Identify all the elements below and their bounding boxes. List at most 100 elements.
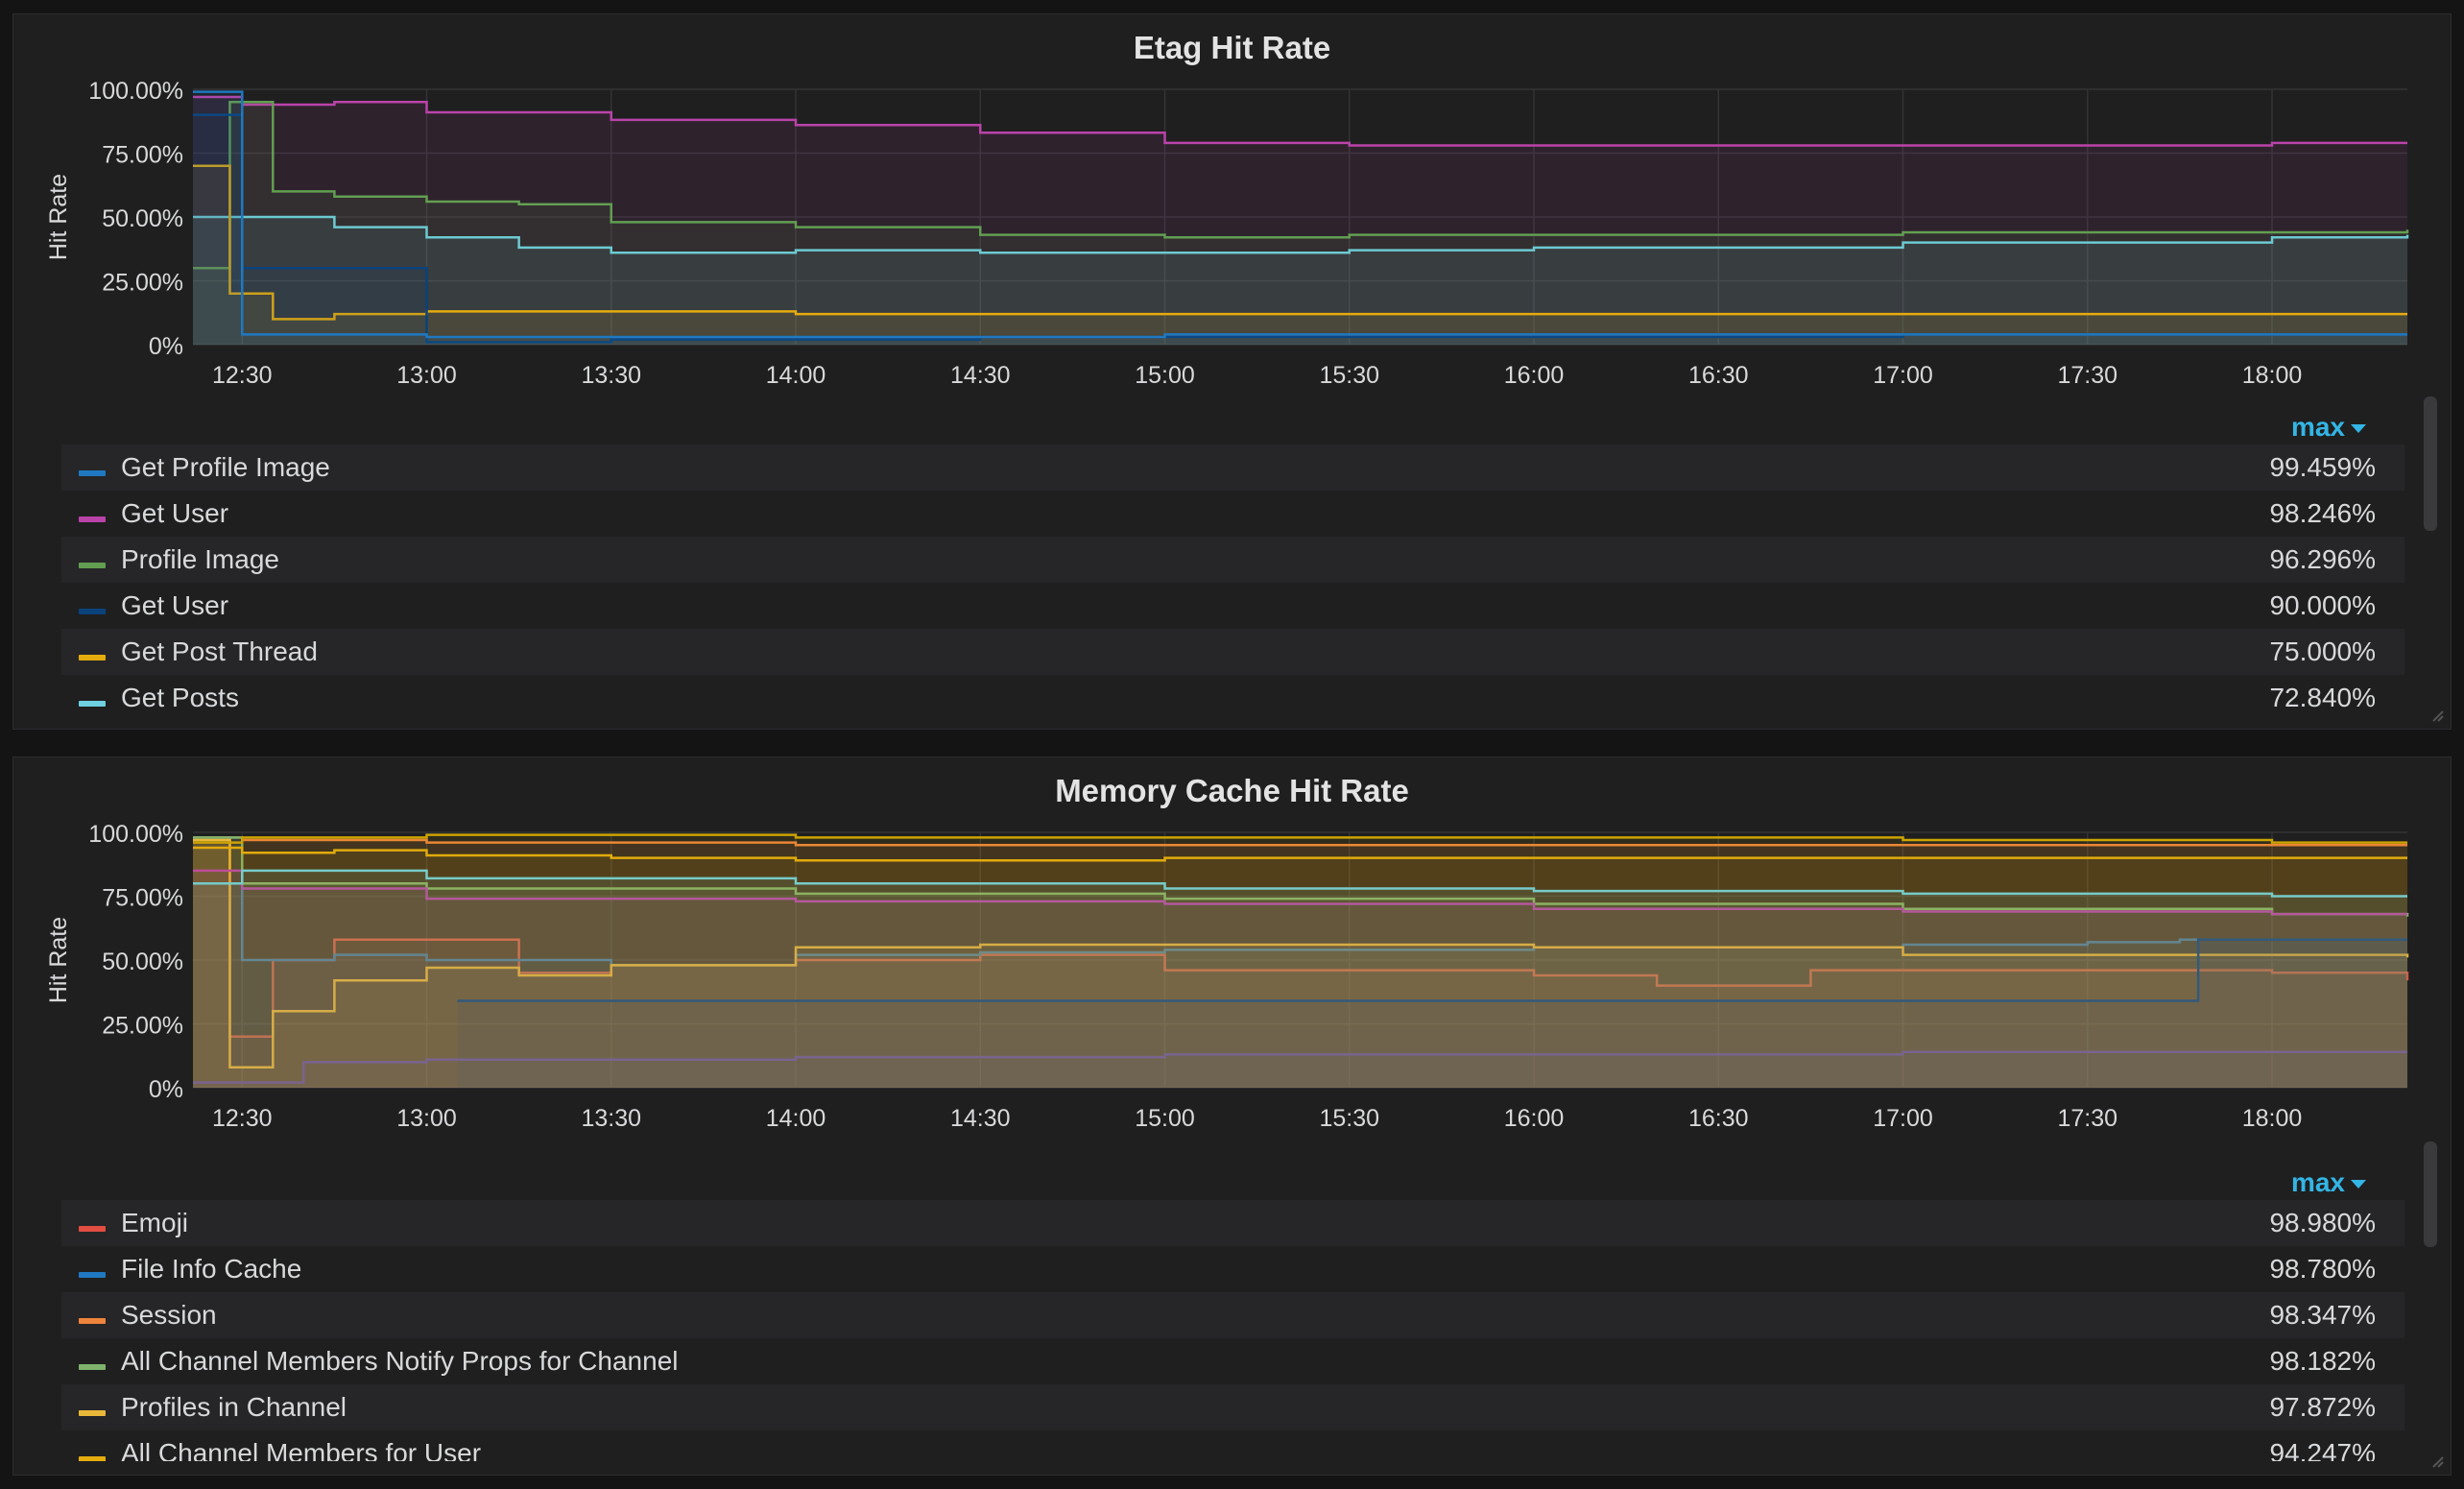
series-line[interactable]: [193, 1050, 2407, 1084]
legend-max-value: 98.980%: [2269, 1208, 2376, 1237]
series-line[interactable]: [193, 95, 2407, 147]
x-tick-label: 12:30: [212, 362, 273, 389]
legend-series-name[interactable]: All Channel Members Notify Props for Cha…: [121, 1346, 679, 1376]
series-line[interactable]: [193, 833, 2407, 844]
legend-scrollbar[interactable]: [2424, 1141, 2437, 1247]
legend-series-name[interactable]: All Channel Members for User: [121, 1438, 482, 1461]
series-line[interactable]: [457, 938, 2407, 1002]
legend-swatch[interactable]: [79, 563, 106, 568]
legend-item[interactable]: Get User 98.246%: [61, 491, 2404, 537]
legend-series-name[interactable]: Get Posts: [121, 683, 239, 712]
x-tick-label: 15:30: [1319, 362, 1379, 389]
resize-handle-icon[interactable]: [2429, 708, 2445, 723]
resize-handle-icon[interactable]: [2429, 1453, 2445, 1469]
etag-legend: max Get Profile Image 99.459% Get User 98.2…: [61, 398, 2404, 715]
series-line[interactable]: [193, 869, 2407, 898]
series-line[interactable]: [193, 113, 2407, 344]
y-tick-label: 100.00%: [88, 821, 183, 848]
legend-swatch[interactable]: [79, 1318, 106, 1324]
series-line[interactable]: [193, 90, 2407, 339]
legend-item[interactable]: Session 98.347%: [61, 1292, 2404, 1338]
series-line[interactable]: [193, 869, 2407, 916]
legend-swatch[interactable]: [79, 1364, 106, 1370]
series-area: [193, 165, 2407, 345]
x-tick-label: 15:00: [1135, 1105, 1195, 1132]
series-line[interactable]: [193, 838, 2409, 1069]
series-line[interactable]: [193, 846, 2407, 862]
legend-item[interactable]: All Channel Members for User 94.247%: [61, 1430, 2404, 1461]
legend-series-name[interactable]: File Info Cache: [121, 1254, 302, 1284]
legend-scrollbar[interactable]: [2424, 396, 2437, 531]
legend-max-value: 98.182%: [2269, 1346, 2376, 1376]
legend-item[interactable]: Profiles in Channel 97.872%: [61, 1384, 2404, 1430]
series-area: [193, 870, 2407, 1088]
series-area: [193, 114, 2407, 345]
legend-series-name[interactable]: Get Profile Image: [121, 452, 330, 482]
x-tick-label: 16:00: [1504, 362, 1565, 389]
x-tick-label: 18:00: [2242, 1105, 2303, 1132]
y-axis-label: Hit Rate: [45, 174, 72, 260]
memory-cache-hit-rate-panel: Memory Cache Hit Rate 0% 25.00% 50.00% 75.0…: [12, 757, 2452, 1476]
series-area: [193, 837, 2407, 1088]
legend-item[interactable]: Emoji 98.980%: [61, 1200, 2404, 1246]
legend-swatch[interactable]: [79, 1456, 106, 1461]
series-area: [193, 837, 2407, 1088]
panel-title: Etag Hit Rate: [1133, 30, 1331, 65]
x-tick-label: 16:30: [1688, 362, 1749, 389]
legend-swatch[interactable]: [79, 1226, 106, 1232]
legend-series-name[interactable]: Get Post Thread: [121, 636, 318, 666]
series-line[interactable]: [193, 101, 2409, 270]
series-line[interactable]: [193, 836, 2407, 967]
legend-max-value: 96.296%: [2269, 544, 2376, 574]
x-tick-label: 13:30: [581, 362, 641, 389]
x-tick-label: 16:00: [1504, 1105, 1565, 1132]
x-tick-label: 17:30: [2057, 362, 2117, 389]
series-area: [193, 837, 2407, 1088]
legend-swatch[interactable]: [79, 701, 106, 707]
series-area: [193, 834, 2407, 1088]
legend-item[interactable]: Profile Image 96.296%: [61, 537, 2404, 583]
legend-max-value: 99.459%: [2269, 452, 2376, 482]
legend-swatch[interactable]: [79, 655, 106, 660]
legend-item[interactable]: Get Post Thread 75.000%: [61, 629, 2404, 675]
series-area: [193, 837, 2407, 1088]
legend-series-name[interactable]: Get User: [121, 498, 229, 528]
memory-cache-legend: max Emoji 98.980% File Info Cache 98.780% Se…: [61, 1154, 2404, 1461]
etag-chart[interactable]: 0% 25.00% 50.00% 75.00% 100.00% 12:30 13:00 13:…: [13, 14, 2452, 398]
legend-series-name[interactable]: Emoji: [121, 1208, 189, 1237]
legend-series-name[interactable]: Get User: [121, 590, 229, 620]
y-tick-label: 100.00%: [88, 78, 183, 105]
legend-swatch[interactable]: [79, 470, 106, 476]
legend-max-value: 97.872%: [2269, 1392, 2376, 1422]
legend-series-name[interactable]: Profiles in Channel: [121, 1392, 347, 1422]
series-area: [457, 939, 2407, 1088]
legend-max-value: 98.780%: [2269, 1254, 2376, 1284]
panel-title: Memory Cache Hit Rate: [1055, 773, 1409, 808]
x-tick-label: 16:30: [1688, 1105, 1749, 1132]
legend-item[interactable]: Get User 90.000%: [61, 583, 2404, 629]
x-tick-label: 17:00: [1873, 362, 1933, 389]
series-line[interactable]: [193, 215, 2409, 254]
x-tick-label: 14:30: [950, 362, 1011, 389]
legend-swatch[interactable]: [79, 1272, 106, 1278]
legend-swatch[interactable]: [79, 609, 106, 614]
legend-sort-max[interactable]: max: [2291, 1167, 2366, 1198]
legend-sort-max[interactable]: max: [2291, 412, 2366, 443]
legend-series-name[interactable]: Session: [121, 1300, 217, 1330]
legend-series-name[interactable]: Profile Image: [121, 544, 279, 574]
legend-item[interactable]: Get Profile Image 99.459%: [61, 444, 2404, 491]
legend-item[interactable]: Get Posts 72.840%: [61, 675, 2404, 715]
x-tick-label: 17:30: [2057, 1105, 2117, 1132]
legend-item[interactable]: File Info Cache 98.780%: [61, 1246, 2404, 1292]
legend-swatch[interactable]: [79, 516, 106, 522]
series-line[interactable]: [193, 164, 2407, 321]
y-tick-label: 25.00%: [102, 1013, 183, 1040]
legend-swatch[interactable]: [79, 1410, 106, 1416]
legend-max-value: 75.000%: [2269, 636, 2376, 666]
legend-max-value: 98.347%: [2269, 1300, 2376, 1330]
series-area: [193, 847, 2407, 1088]
legend-item[interactable]: All Channel Members Notify Props for Cha…: [61, 1338, 2404, 1384]
memory-cache-chart[interactable]: 0% 25.00% 50.00% 75.00% 100.00% 12:30 13:00 13:…: [13, 757, 2452, 1151]
x-tick-label: 12:30: [212, 1105, 273, 1132]
y-tick-label: 25.00%: [102, 270, 183, 297]
